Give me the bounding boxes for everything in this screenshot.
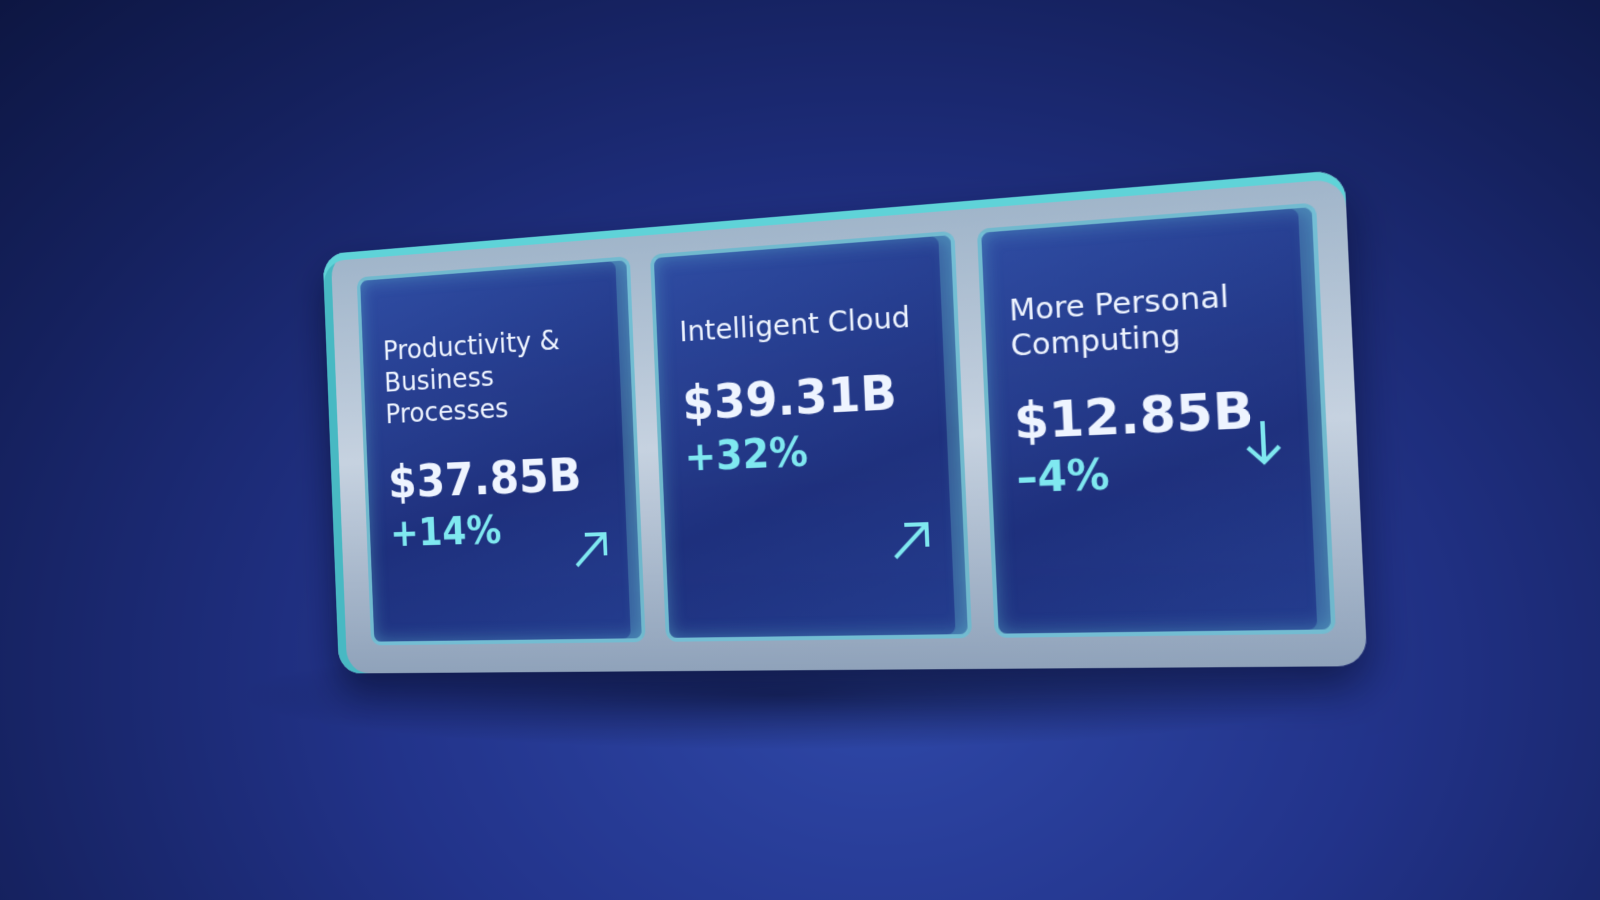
- trend-up-icon: [570, 528, 611, 572]
- kpi-card: Intelligent Cloud $39.31B +32%: [650, 230, 972, 642]
- kpi-card: More Personal Computing $12.85B –4%: [976, 202, 1336, 638]
- kpi-frame: Productivity & Business Processes $37.85…: [322, 169, 1368, 674]
- trend-down-icon: [1238, 416, 1290, 470]
- card-title: Productivity & Business Processes: [382, 323, 561, 430]
- trend-up-icon: [888, 518, 934, 564]
- card-value: $37.85B: [387, 448, 583, 510]
- kpi-card: Productivity & Business Processes $37.85…: [356, 256, 646, 646]
- card-change: +32%: [683, 429, 809, 481]
- card-title: Intelligent Cloud: [678, 299, 911, 349]
- card-title: More Personal Computing: [1008, 277, 1230, 364]
